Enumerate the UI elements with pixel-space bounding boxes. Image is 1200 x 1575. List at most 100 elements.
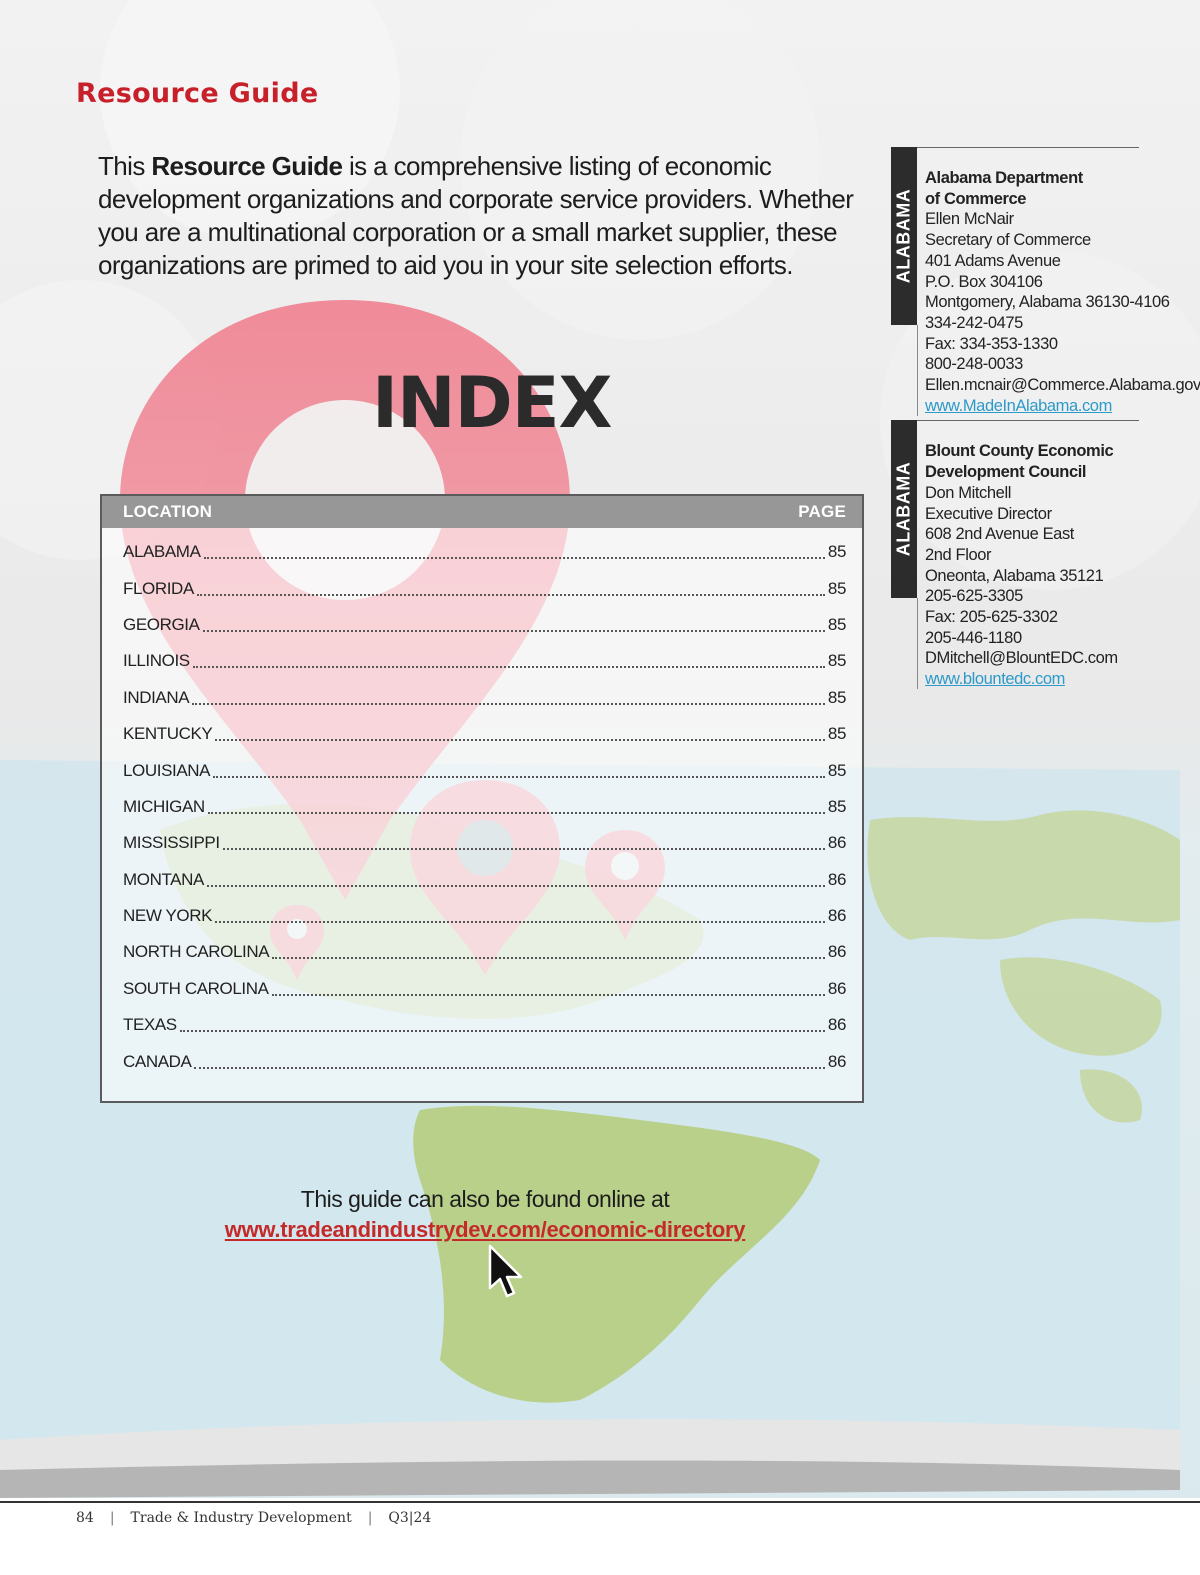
contact-detail: 608 2nd Avenue East bbox=[925, 525, 1074, 544]
index-page-number: 85 bbox=[827, 578, 847, 598]
contact-detail: 205-625-3305 bbox=[925, 587, 1023, 606]
index-location: KENTUCKY bbox=[123, 724, 213, 744]
index-page-number: 86 bbox=[827, 1015, 847, 1035]
state-tab: ALABAMA bbox=[891, 147, 917, 325]
dot-leader bbox=[202, 629, 825, 632]
contact-detail: Secretary of Commerce bbox=[925, 231, 1091, 250]
index-row: LOUISIANA 85 bbox=[123, 752, 846, 788]
contact-detail: Don Mitchell bbox=[925, 483, 1011, 502]
footer-rule bbox=[0, 1501, 1200, 1503]
dot-leader bbox=[192, 666, 825, 669]
contact-detail: Oneonta, Alabama 35121 bbox=[925, 566, 1104, 585]
index-row: ILLINOIS 85 bbox=[123, 643, 846, 679]
state-tab: ALABAMA bbox=[891, 420, 917, 599]
index-row: MONTANA 86 bbox=[123, 862, 846, 898]
index-location: MONTANA bbox=[123, 869, 204, 889]
index-rows: ALABAMA 85 FLORIDA 85 GEORGIA 85 ILLINOIS 85 IND… bbox=[102, 534, 862, 1080]
index-row: CANADA 86 bbox=[123, 1043, 846, 1079]
index-location: FLORIDA bbox=[123, 578, 194, 598]
index-row: MISSISSIPPI 86 bbox=[123, 825, 846, 861]
index-row: FLORIDA 85 bbox=[123, 570, 846, 606]
entry-side-rule bbox=[917, 325, 918, 416]
entry-divider bbox=[917, 420, 1139, 422]
index-page-number: 86 bbox=[827, 942, 847, 962]
dot-leader bbox=[206, 884, 825, 887]
index-location: ALABAMA bbox=[123, 542, 201, 562]
footer-separator: | bbox=[109, 1510, 115, 1526]
organization-name: Alabama Department bbox=[925, 169, 1083, 187]
directory-sidebar: ALABAMA Alabama Department of Commerce Elle… bbox=[891, 147, 1200, 690]
dot-leader bbox=[215, 921, 825, 924]
index-row: NEW YORK 86 bbox=[123, 898, 846, 934]
index-location: SOUTH CAROLINA bbox=[123, 978, 269, 998]
contact-detail: DMitchell@BlountEDC.com bbox=[925, 649, 1118, 668]
online-note-text: This guide can also be found online at bbox=[300, 1186, 670, 1212]
contact-detail: 334-242-0475 bbox=[925, 313, 1023, 332]
contact-detail: Ellen McNair bbox=[925, 210, 1014, 229]
contact-detail: 401 Adams Avenue bbox=[925, 251, 1061, 270]
index-row: INDIANA 85 bbox=[123, 680, 846, 716]
index-page-number: 86 bbox=[827, 1051, 847, 1071]
index-page-number: 85 bbox=[827, 760, 847, 780]
dot-leader bbox=[179, 1030, 825, 1033]
index-location: TEXAS bbox=[123, 1015, 177, 1035]
index-page-number: 85 bbox=[827, 724, 847, 744]
contact-detail: 2nd Floor bbox=[925, 545, 992, 564]
state-tab-label: ALABAMA bbox=[893, 462, 914, 557]
index-location: NORTH CAROLINA bbox=[123, 942, 270, 962]
intro-text-rest: is a comprehensive listing of economic d… bbox=[98, 151, 854, 280]
publication-name: Trade & Industry Development bbox=[130, 1510, 352, 1526]
index-page-number: 86 bbox=[827, 978, 847, 998]
index-page-number: 85 bbox=[827, 614, 847, 634]
dot-leader bbox=[196, 593, 825, 596]
index-page-number: 85 bbox=[827, 796, 847, 816]
index-location: MICHIGAN bbox=[123, 796, 205, 816]
website-link[interactable]: www.MadeInAlabama.com bbox=[925, 396, 1112, 415]
mouse-pointer-icon bbox=[488, 1244, 523, 1298]
dot-leader bbox=[215, 739, 825, 742]
index-location: NEW YORK bbox=[123, 906, 213, 926]
location-column-header: LOCATION bbox=[123, 502, 213, 521]
footer-separator: | bbox=[367, 1510, 373, 1526]
page-column-header: PAGE bbox=[798, 502, 846, 521]
dot-leader bbox=[192, 702, 825, 705]
index-location: ILLINOIS bbox=[123, 651, 190, 671]
index-page-number: 85 bbox=[827, 542, 847, 562]
page-footer: 84 | Trade & Industry Development | Q3|2… bbox=[0, 1498, 1200, 1575]
index-page-number: 86 bbox=[827, 833, 847, 853]
index-row: ALABAMA 85 bbox=[123, 534, 846, 570]
contact-detail: P.O. Box 304106 bbox=[925, 272, 1043, 291]
organization-name: Blount County Economic bbox=[925, 442, 1114, 461]
dot-leader bbox=[272, 957, 825, 960]
index-heading: INDEX bbox=[372, 362, 613, 444]
intro-text-start: This bbox=[98, 151, 152, 181]
entry-divider bbox=[917, 147, 1139, 148]
index-row: NORTH CAROLINA 86 bbox=[123, 934, 846, 970]
contact-detail: Executive Director bbox=[925, 504, 1052, 523]
intro-paragraph: This Resource Guide is a comprehensive l… bbox=[98, 150, 868, 282]
page-number: 84 bbox=[76, 1510, 94, 1526]
organization-name: Development Council bbox=[925, 463, 1087, 482]
contact-detail: Fax: 205-625-3302 bbox=[925, 608, 1058, 627]
entry-side-rule bbox=[917, 598, 918, 690]
state-tab-label: ALABAMA bbox=[893, 188, 914, 284]
issue-label: Q3|24 bbox=[388, 1510, 432, 1526]
contact-detail: Ellen.mcnair@Commerce.Alabama.gov bbox=[925, 376, 1200, 395]
index-row: KENTUCKY 85 bbox=[123, 716, 846, 752]
index-location: GEORGIA bbox=[123, 614, 200, 634]
index-page-number: 86 bbox=[827, 869, 847, 889]
index-page-number: 85 bbox=[827, 651, 847, 671]
directory-link[interactable]: www.tradeandindustrydev.com/economic-dir… bbox=[224, 1217, 746, 1242]
index-table-header: LOCATION PAGE bbox=[102, 496, 862, 528]
intro-bold-title: Resource Guide bbox=[151, 151, 343, 181]
directory-entry: ALABAMA Alabama Department of Commerce Elle… bbox=[891, 147, 1200, 416]
index-location: CANADA bbox=[123, 1051, 192, 1071]
contact-detail: Fax: 334-353-1330 bbox=[925, 334, 1058, 353]
directory-entry: ALABAMA Blount County Economic Development… bbox=[891, 420, 1191, 690]
index-table: LOCATION PAGE ALABAMA 85 FLORIDA 85 GEORGIA 8… bbox=[100, 494, 864, 1103]
index-location: LOUISIANA bbox=[123, 760, 211, 780]
dot-leader bbox=[207, 811, 825, 814]
index-location: MISSISSIPPI bbox=[123, 833, 220, 853]
contact-detail: Montgomery, Alabama 36130-4106 bbox=[925, 293, 1170, 312]
website-link[interactable]: www.blountedc.com bbox=[925, 670, 1065, 689]
